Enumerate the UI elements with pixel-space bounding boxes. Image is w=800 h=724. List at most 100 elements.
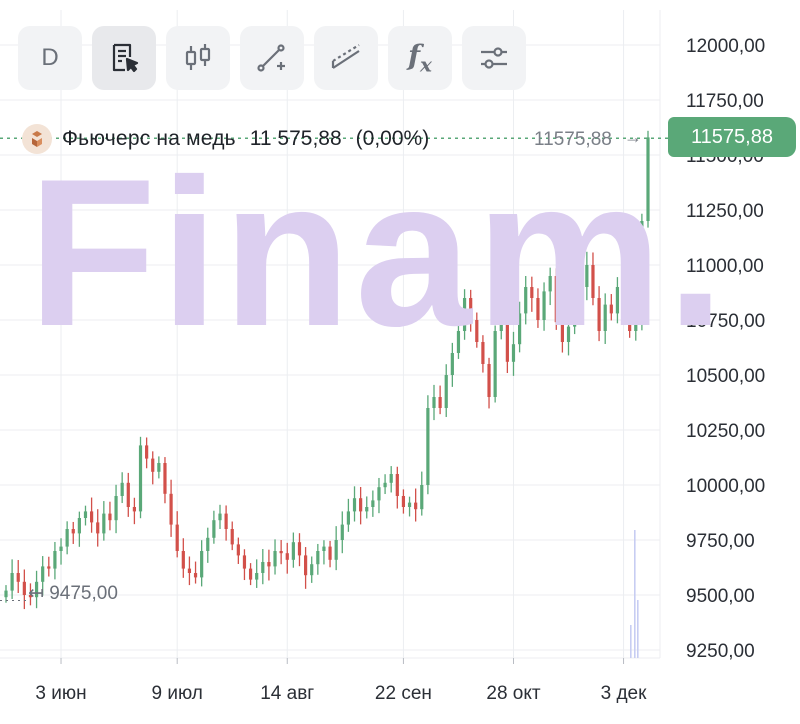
y-tick-label: 11250,00 [686,201,764,222]
candle [108,501,112,531]
candle [414,488,418,522]
candle [420,471,424,516]
candle [310,556,314,583]
y-tick-label: 10000,00 [686,476,765,497]
candle [438,385,442,415]
candle [554,268,558,330]
y-tick-label: 10250,00 [686,421,765,442]
candle [279,540,283,565]
candle [646,130,650,228]
candle [634,309,638,341]
candle [47,556,51,577]
candle [444,364,448,418]
candle [511,331,516,376]
candle [377,477,381,514]
volume-bar [634,530,636,658]
settings-button[interactable] [462,26,526,90]
candle [542,282,546,331]
candle [218,504,222,529]
instrument-name: Фьючерс на медь [62,127,236,150]
candle [4,585,8,603]
x-tick-label: 14 авг [260,683,314,704]
candle [536,288,540,328]
candle [499,290,503,340]
y-axis: 12000,0011750,0011500,0011250,0011000,00… [686,36,765,662]
candle [518,301,522,353]
min-price-value: 9475,00 [49,583,118,604]
x-tick-label: 28 окт [486,683,541,704]
channel-icon [331,44,360,69]
interval-button[interactable]: D [18,26,82,90]
candle [621,277,626,318]
candle [389,466,393,493]
candle [236,537,240,564]
candle [628,296,632,338]
channel-button[interactable] [314,26,378,90]
candle [426,395,430,495]
finam-watermark: Finam. [28,135,729,370]
candle [609,294,613,321]
y-tick-label: 12000,00 [686,36,765,57]
candle [169,479,173,537]
candle [603,293,607,344]
candle [261,549,265,585]
candle [475,312,479,348]
candle [530,276,534,312]
candles-button[interactable] [166,26,230,90]
note-cursor-button[interactable] [92,26,156,90]
candle [248,563,253,586]
candle [181,538,185,578]
candle [334,526,338,571]
x-tick-label: 3 июн [35,683,86,704]
arrow-right-icon: → [624,127,642,147]
price-line-label: 11575,88 [534,129,612,150]
candle [573,303,577,335]
volume-bar [630,625,632,658]
indicators-button[interactable]: fx [388,26,452,90]
x-axis: 3 июн 9 июл 14 авг 22 сен 28 окт 3 дек [35,658,647,704]
min-price-label: ↤ 9475,00 [28,583,118,604]
candle [487,357,491,409]
candle [102,501,106,541]
candle [175,511,179,558]
candle [585,251,589,301]
candle [591,252,595,306]
candle [132,497,136,525]
candle [22,569,26,610]
y-tick-label: 9250,00 [686,641,755,662]
last-price-tag: 11575,88 [668,117,796,157]
candle [41,556,45,596]
candle [322,540,326,565]
candle [90,497,94,533]
candle [548,267,552,306]
candle [193,561,198,584]
volume-bars [630,530,639,658]
candle [34,570,39,609]
chart-toolbar: D fx [18,26,526,90]
candle [230,521,234,551]
candle [340,511,344,554]
candle [328,540,332,568]
candle [432,384,436,421]
y-tick-label: 11000,00 [686,256,764,277]
candle [505,291,509,374]
y-tick-label: 10500,00 [686,366,765,387]
interval-label: D [41,44,59,71]
settings-sliders-icon [481,47,507,69]
candle [16,560,20,594]
candle [359,486,363,525]
copper-icon [22,124,52,154]
candle [242,549,247,581]
fx-icon: fx [408,39,432,77]
candle [481,335,485,373]
candle [401,489,406,514]
candle [395,466,399,509]
candle [352,486,357,522]
candle [285,542,289,574]
candle [65,521,69,555]
candle [163,457,167,504]
candle [145,437,149,469]
x-tick-label: 22 сен [375,683,432,704]
trend-line-button[interactable] [240,26,304,90]
